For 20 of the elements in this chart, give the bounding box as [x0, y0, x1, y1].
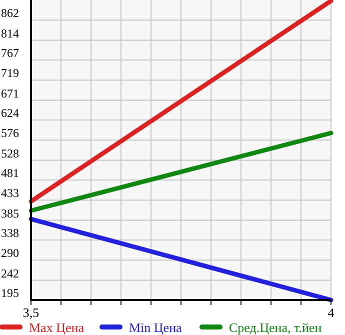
y-tick-label: 528 — [1, 146, 19, 160]
legend-label: Сред.Цена, т.йен — [229, 320, 322, 335]
y-tick-label: 242 — [1, 266, 19, 280]
x-tick-label: 4 — [328, 305, 335, 320]
y-tick-label: 481 — [1, 166, 19, 180]
y-tick-label: 671 — [1, 86, 19, 100]
y-tick-label: 814 — [1, 26, 19, 40]
y-tick-label: 338 — [1, 226, 19, 240]
legend-label: Max Цена — [29, 320, 84, 335]
y-tick-label: 767 — [1, 46, 19, 60]
y-tick-label: 385 — [1, 206, 19, 220]
legend-label: Min Цена — [129, 320, 182, 335]
x-tick-label: 3,5 — [22, 305, 40, 320]
y-tick-label: 290 — [1, 246, 19, 260]
y-tick-label: 433 — [1, 186, 19, 200]
y-tick-label: 624 — [1, 106, 19, 120]
y-tick-label: 195 — [1, 286, 19, 300]
y-tick-label: 576 — [1, 126, 19, 140]
y-tick-label: 719 — [1, 66, 19, 80]
y-tick-label: 862 — [1, 6, 19, 20]
